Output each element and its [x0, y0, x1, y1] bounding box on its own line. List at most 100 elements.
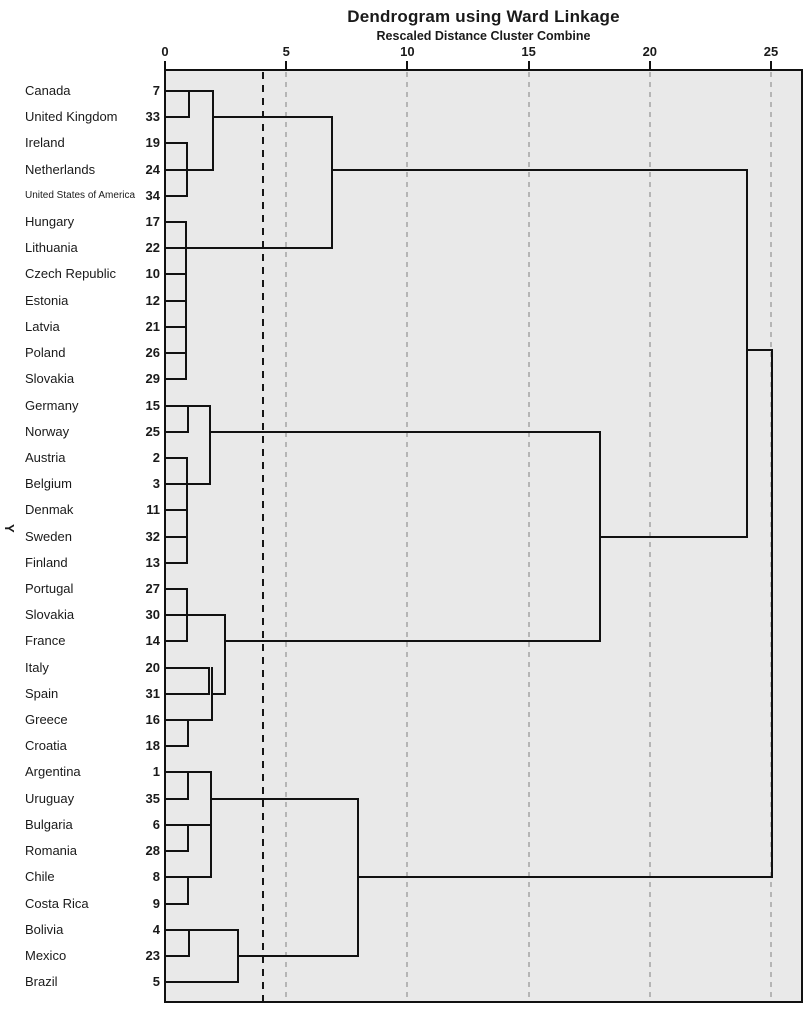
dendrogram-line-h	[185, 614, 227, 617]
leaf-label: Belgium	[25, 476, 72, 492]
dendrogram-line-h	[212, 116, 334, 119]
dendrogram-line-h	[224, 640, 602, 643]
case-number: 1	[152, 764, 160, 780]
leaf-label: Ireland	[25, 135, 65, 151]
dendrogram-line-h	[745, 349, 774, 352]
dendrogram-line-h	[164, 509, 189, 512]
dendrogram-line-h	[188, 928, 239, 931]
y-axis-label: Y	[2, 524, 17, 533]
dendrogram-line-h	[164, 876, 189, 879]
axis-tick	[527, 61, 530, 70]
case-number: 21	[145, 318, 160, 334]
case-number: 25	[145, 423, 160, 439]
dendrogram-line-v	[187, 719, 190, 748]
leaf-label: Portugal	[25, 580, 74, 596]
leaf-label: Bolivia	[25, 921, 64, 937]
dendrogram-line-h	[164, 404, 190, 407]
dendrogram-line-h	[164, 535, 189, 538]
case-number: 15	[145, 397, 160, 413]
dendrogram-line-v	[186, 876, 189, 905]
dendrogram-line-h	[164, 116, 191, 119]
dendrogram-line-v	[209, 404, 212, 486]
axis-tick	[164, 61, 166, 70]
leaf-label: Spain	[25, 685, 59, 701]
dendrogram-line-h	[357, 876, 774, 879]
case-number: 28	[145, 843, 160, 859]
chart-title: Dendrogram using Ward Linkage	[347, 7, 620, 26]
dendrogram-line-v	[188, 90, 191, 119]
case-number: 14	[145, 633, 160, 649]
dendrogram-line-h	[186, 483, 212, 486]
dendrogram-line-h	[164, 640, 188, 643]
dendrogram-line-h	[164, 247, 188, 250]
dendrogram-line-h	[164, 614, 188, 617]
dendrogram-line-v	[331, 116, 334, 250]
case-number: 8	[152, 869, 160, 885]
dendrogram-line-h	[187, 404, 212, 407]
dendrogram-line-h	[164, 587, 188, 590]
dendrogram-line-h	[185, 168, 215, 171]
leaf-label: Netherlands	[25, 161, 96, 177]
dendrogram-line-h	[164, 221, 188, 224]
leaf-label: Bulgaria	[25, 816, 73, 832]
case-number: 19	[145, 135, 160, 151]
dendrogram-line-h	[164, 378, 188, 381]
case-number: 4	[152, 921, 160, 937]
dendrogram-line-h	[164, 692, 211, 695]
case-number: 24	[145, 161, 160, 177]
dendrogram-line-v	[212, 90, 215, 171]
leaf-label: Slovakia	[25, 371, 75, 387]
case-number: 16	[145, 712, 160, 728]
leaf-label: Croatia	[25, 738, 67, 754]
dendrogram-line-h	[210, 797, 360, 800]
dendrogram-line-h	[164, 456, 189, 459]
dendrogram-line-h	[164, 194, 188, 197]
case-number: 34	[145, 187, 160, 203]
leaf-label: United Kingdom	[25, 109, 118, 125]
axis-tick-label: 15	[521, 44, 536, 59]
leaf-label: Norway	[25, 423, 70, 439]
dendrogram-line-h	[164, 666, 211, 669]
dendrogram-line-h	[164, 430, 190, 433]
dendrogram-line-h	[164, 797, 190, 800]
case-number: 18	[145, 738, 160, 754]
dendrogram-line-h	[164, 823, 190, 826]
dendrogram-line-h	[164, 902, 189, 905]
axis-tick-label: 5	[282, 44, 290, 59]
leaf-label: France	[25, 633, 66, 649]
dendrogram-line-h	[185, 247, 334, 250]
case-number: 31	[145, 685, 160, 701]
leaf-label: Uruguay	[25, 790, 75, 806]
leaf-label: Estonia	[25, 292, 69, 308]
case-number: 35	[145, 790, 160, 806]
case-number: 13	[145, 554, 160, 570]
leaf-label: Austria	[25, 449, 66, 465]
axis-tick-label: 20	[642, 44, 658, 59]
dendrogram-line-h	[164, 142, 188, 145]
dendrogram-line-v	[187, 404, 190, 433]
leaf-label: Mexico	[25, 947, 67, 963]
dendrogram-line-h	[187, 771, 213, 774]
dendrogram-line-v	[185, 587, 188, 643]
dendrogram-line-v	[210, 771, 213, 879]
dendrogram-line-h	[211, 692, 227, 695]
leaf-label: Romania	[25, 843, 78, 859]
leaf-label: Slovakia	[25, 607, 75, 623]
dendrogram-line-v	[186, 456, 189, 564]
case-number: 10	[145, 266, 160, 282]
leaf-label: United States of America	[25, 189, 136, 201]
dendrogram-line-v	[771, 349, 774, 879]
dendrogram-line-h	[164, 928, 191, 931]
case-number: 32	[145, 528, 160, 544]
dendrogram-line-h	[164, 90, 191, 92]
case-number: 27	[145, 580, 160, 596]
dendrogram-line-h	[186, 876, 213, 879]
dendrogram-line-h	[164, 954, 191, 957]
axis-tick	[406, 61, 409, 70]
leaf-label: Brazil	[25, 974, 58, 990]
dendrogram-line-h	[164, 561, 189, 564]
leaf-label: Poland	[25, 345, 66, 361]
dendrogram-line-h	[164, 981, 239, 984]
dendrogram-line-v	[211, 666, 214, 722]
